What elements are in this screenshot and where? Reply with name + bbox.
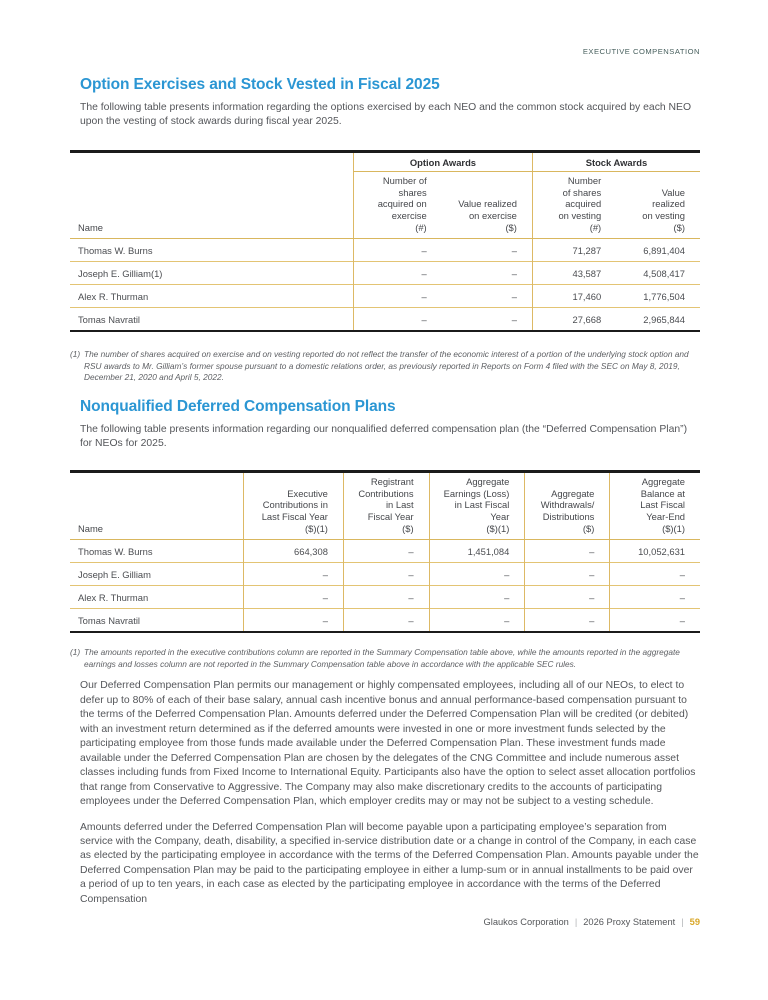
cell-value: –	[524, 539, 610, 563]
cell-value: –	[242, 585, 344, 609]
table1-header-shares-vesting: Number of shares acquired on vesting (#)	[531, 171, 617, 240]
cell-value: 1,776,504	[616, 284, 700, 308]
cell-value: –	[609, 608, 700, 633]
section1-intro: The following table presents information…	[80, 102, 692, 128]
footnote-marker: (1)	[70, 349, 81, 360]
neo-name: Alex R. Thurman	[70, 585, 244, 609]
deferred-plan-paragraph-1: Our Deferred Compensation Plan permits o…	[80, 680, 696, 808]
cell-value: –	[242, 608, 344, 633]
cell-value: –	[511, 244, 517, 256]
cell-value: 664,308	[242, 539, 344, 563]
table2-header-aggregate-earnings: Aggregate Earnings (Loss) in Last Fiscal…	[428, 471, 525, 541]
table1-group-header-row: Option Awards Stock Awards	[70, 151, 700, 172]
cell-value: –	[609, 562, 700, 586]
neo-name: Joseph E. Gilliam(1)	[70, 261, 354, 285]
neo-name: Thomas W. Burns	[78, 545, 153, 557]
page-footer: Glaukos Corporation | 2026 Proxy Statement…	[70, 917, 700, 927]
cell-value: 6,891,404	[643, 244, 685, 256]
cell-value: –	[342, 539, 430, 563]
table1-header-value-vesting: Value realized on vesting ($)	[616, 171, 700, 240]
cell-value: 4,508,417	[616, 261, 700, 285]
cell-value: –	[342, 608, 430, 633]
table-row: Thomas W. Burns 664,308 – 1,451,084 – 10…	[70, 539, 700, 563]
cell-value: –	[524, 585, 610, 609]
neo-name: Tomas Navratil	[70, 307, 354, 332]
cell-value: 1,451,084	[428, 539, 525, 563]
cell-value: –	[428, 585, 525, 609]
section-title-option-exercises: Option Exercises and Stock Vested in Fis…	[80, 76, 440, 93]
cell-value: –	[352, 284, 442, 308]
footer-company: Glaukos Corporation	[483, 917, 569, 928]
section2-footnote: (1) The amounts reported in the executiv…	[70, 647, 700, 670]
cell-value: –	[428, 608, 525, 633]
table-row: Alex R. Thurman – – – – –	[70, 585, 700, 609]
table2-header-name: Name	[70, 471, 244, 541]
cell-value: 43,587	[531, 261, 617, 285]
table-row: Thomas W. Burns – – 71,287 6,891,404	[70, 238, 700, 262]
table1-group-option-awards: Option Awards	[353, 151, 533, 172]
table1-header-shares-exercise: Number of shares acquired on exercise (#…	[352, 171, 442, 240]
cell-value: –	[524, 608, 610, 633]
neo-name: Joseph E. Gilliam	[70, 562, 244, 586]
table2-column-header-row: Name Executive Contributions in Last Fis…	[70, 471, 700, 541]
cell-value: –	[242, 562, 344, 586]
cell-value: –	[352, 238, 442, 262]
table-row: Joseph E. Gilliam – – – – –	[70, 562, 700, 586]
table-row: Tomas Navratil – – – – –	[70, 608, 700, 633]
table2-header-aggregate-withdrawals: Aggregate Withdrawals/ Distributions ($)	[524, 471, 610, 541]
cell-value: –	[428, 562, 525, 586]
cell-value: 17,460	[531, 284, 617, 308]
cell-value: –	[441, 284, 533, 308]
section2-intro: The following table presents information…	[80, 424, 688, 450]
neo-name: Alex R. Thurman	[70, 284, 354, 308]
cell-value: –	[524, 562, 610, 586]
footnote-marker: (1)	[70, 647, 81, 658]
table2-header-aggregate-balance: Aggregate Balance at Last Fiscal Year-En…	[609, 471, 700, 541]
footnote-text: The amounts reported in the executive co…	[84, 647, 680, 669]
table1-group-stock-awards: Stock Awards	[531, 151, 700, 172]
cell-value: –	[342, 585, 430, 609]
table-row: Alex R. Thurman – – 17,460 1,776,504	[70, 284, 700, 308]
cell-value: –	[441, 261, 533, 285]
section-title-deferred-compensation: Nonqualified Deferred Compensation Plans	[80, 398, 396, 416]
deferred-plan-paragraph-2: Amounts deferred under the Deferred Comp…	[80, 821, 699, 905]
footer-page-number: 59	[689, 917, 700, 928]
cell-value: 2,965,844	[616, 307, 700, 332]
cell-value: 27,668	[531, 307, 617, 332]
deferred-compensation-table: Name Executive Contributions in Last Fis…	[70, 469, 700, 634]
cell-value: –	[441, 307, 533, 332]
table1-header-name: Name	[70, 171, 354, 240]
table2-header-registrant-contributions: Registrant Contributions in Last Fiscal …	[342, 471, 430, 541]
table1-group-spacer	[70, 151, 354, 171]
table-row: Tomas Navratil – – 27,668 2,965,844	[70, 307, 700, 332]
table1-column-header-row: Name Number of shares acquired on exerci…	[70, 171, 700, 240]
neo-name: Thomas W. Burns	[78, 244, 153, 256]
footer-document: 2026 Proxy Statement	[583, 917, 676, 928]
table2-header-executive-contributions: Executive Contributions in Last Fiscal Y…	[242, 471, 344, 541]
footer-separator: |	[681, 917, 684, 928]
cell-value: –	[342, 562, 430, 586]
footnote-text: The number of shares acquired on exercis…	[84, 349, 689, 383]
cell-value: –	[609, 585, 700, 609]
option-exercises-table: Option Awards Stock Awards Name Number o…	[70, 149, 700, 333]
section1-footnote: (1) The number of shares acquired on exe…	[70, 349, 700, 384]
cell-value: 10,052,631	[609, 539, 700, 563]
cell-value: –	[352, 261, 442, 285]
table1-header-value-exercise: Value realized on exercise ($)	[441, 171, 533, 240]
running-header: EXECUTIVE COMPENSATION	[582, 47, 700, 56]
neo-name: Tomas Navratil	[70, 608, 244, 633]
cell-value: –	[352, 307, 442, 332]
table-row: Joseph E. Gilliam(1) – – 43,587 4,508,41…	[70, 261, 700, 285]
footer-separator: |	[574, 917, 578, 928]
cell-value: 71,287	[531, 238, 617, 262]
